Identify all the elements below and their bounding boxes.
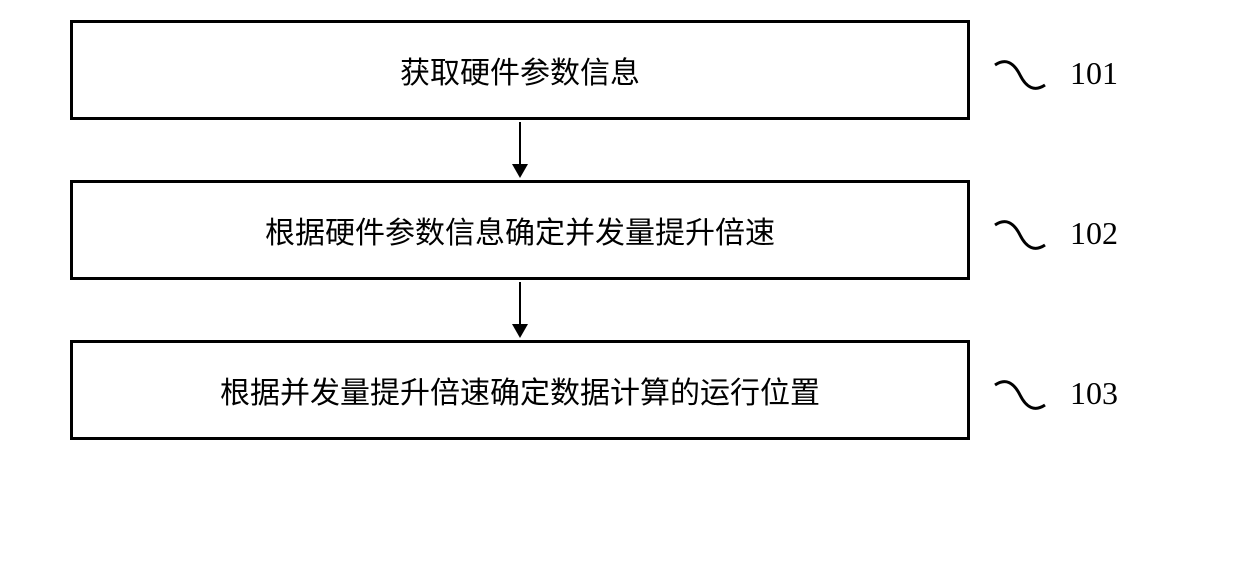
arrow-down-icon: [505, 280, 535, 340]
flow-step-1: 获取硬件参数信息: [70, 20, 970, 120]
flow-step-2-text: 根据硬件参数信息确定并发量提升倍速: [265, 208, 775, 252]
flow-step-1-text: 获取硬件参数信息: [400, 48, 640, 92]
step-number-1: 101: [1070, 55, 1118, 92]
connector-1: [990, 50, 1050, 100]
step-number-3: 103: [1070, 375, 1118, 412]
connector-3: [990, 370, 1050, 420]
flow-step-2: 根据硬件参数信息确定并发量提升倍速: [70, 180, 970, 280]
arrow-down-icon: [505, 120, 535, 180]
flowchart-container: 获取硬件参数信息 101 根据硬件参数信息确定并发量提升倍速 102 根据并发量…: [70, 20, 1170, 440]
arrow-1-container: [70, 120, 970, 180]
flow-step-3: 根据并发量提升倍速确定数据计算的运行位置: [70, 340, 970, 440]
step-number-2: 102: [1070, 215, 1118, 252]
connector-2: [990, 210, 1050, 260]
arrow-2-container: [70, 280, 970, 340]
flow-step-3-text: 根据并发量提升倍速确定数据计算的运行位置: [220, 368, 820, 412]
